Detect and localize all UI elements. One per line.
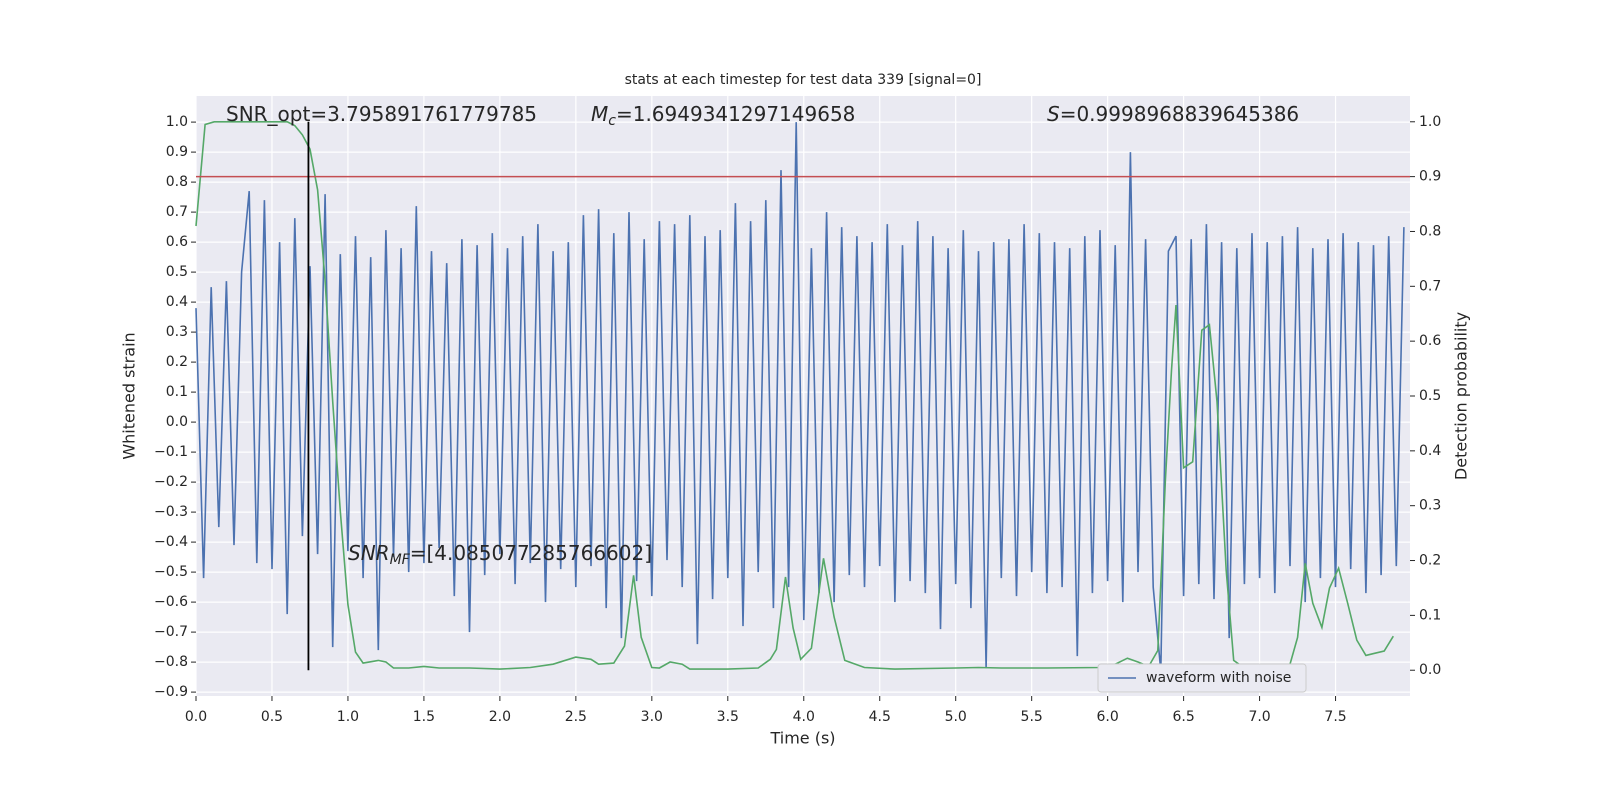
y2-tick-label: 0.5: [1419, 388, 1441, 404]
y-tick-label: −0.9: [154, 684, 188, 700]
y-tick-label: 0.1: [166, 384, 188, 400]
y2-tick-label: 0.7: [1419, 278, 1441, 294]
y-tick-label: 0.4: [166, 294, 188, 310]
y-tick-label: −0.3: [154, 504, 188, 520]
labels: 0.0 0.5 1.0 1.5 2.0 2.5 3.0 3.5 4.0 4.5 5.0 5.5 6.0 6…: [154, 114, 1441, 725]
y-tick-label: 0.2: [166, 354, 188, 370]
x-tick-label: 7.0: [1248, 709, 1270, 725]
x-tick-label: 0.5: [261, 709, 283, 725]
y2-tick-label: 1.0: [1419, 114, 1441, 130]
x-tick-label: 5.0: [945, 709, 967, 725]
y-tick-label: 0.8: [166, 174, 188, 190]
y-axis-label: Whitened strain: [120, 332, 139, 459]
x-tick-label: 2.5: [565, 709, 587, 725]
annotation-text: =[4.085077285766602]: [410, 541, 652, 565]
y2-tick-label: 0.6: [1419, 333, 1441, 349]
y-tick-label: −0.1: [154, 444, 188, 460]
x-tick-label: 5.5: [1021, 709, 1043, 725]
y-tick-label: 1.0: [166, 114, 188, 130]
y-tick-label: −0.4: [154, 534, 188, 550]
y-tick-label: 0.5: [166, 264, 188, 280]
y-tick-label: −0.6: [154, 594, 188, 610]
y2-tick-label: 0.0: [1419, 662, 1441, 678]
y2-tick-label: 0.3: [1419, 498, 1441, 514]
y-tick-label: 0.3: [166, 324, 188, 340]
y-tick-label: −0.5: [154, 564, 188, 580]
legend: waveform with noise: [1097, 663, 1307, 693]
x-tick-label: 6.5: [1172, 709, 1194, 725]
annotation: S=0.9998968839645386: [1047, 102, 1299, 126]
x-tick-label: 1.5: [413, 709, 435, 725]
annotation-symbol: S: [1047, 102, 1060, 126]
x-tick-label: 6.0: [1097, 709, 1119, 725]
x-tick-label: 4.5: [869, 709, 891, 725]
x-axis-label: Time (s): [769, 729, 835, 748]
y-tick-label: −0.2: [154, 474, 188, 490]
annotation-text: =1.6949341297149658: [616, 102, 855, 126]
y-tick-label: 0.9: [166, 144, 188, 160]
x-tick-label: 3.5: [717, 709, 739, 725]
annotation-sub: c: [608, 113, 616, 129]
annotation-symbol: M: [591, 102, 608, 126]
y-tick-label: 0.7: [166, 204, 188, 220]
x-tick-label: 1.0: [337, 709, 359, 725]
y2-tick-label: 0.1: [1419, 607, 1441, 623]
x-tick-label: 2.0: [489, 709, 511, 725]
series-line: [195, 122, 1405, 672]
chart-title: stats at each timestep for test data 339…: [625, 72, 982, 88]
y-tick-label: −0.7: [154, 624, 188, 640]
x-tick-label: 3.0: [641, 709, 663, 725]
annotation-text: =0.9998968839645386: [1060, 102, 1299, 126]
x-tick-label: 0.0: [185, 709, 207, 725]
y2-axis-label: Detection probability: [1452, 312, 1471, 480]
annotation-symbol: SNR: [348, 541, 390, 565]
x-tick-label: 7.5: [1324, 709, 1346, 725]
y-tick-label: 0.0: [166, 414, 188, 430]
legend-label: waveform with noise: [1146, 670, 1291, 686]
y2-tick-label: 0.4: [1419, 443, 1441, 459]
annotation: Mc=1.6949341297149658: [591, 102, 855, 129]
annotation: SNR_opt=3.795891761779785: [226, 102, 537, 126]
y-tick-label: −0.8: [154, 654, 188, 670]
x-tick-label: 4.0: [793, 709, 815, 725]
annotation: SNRMF=[4.085077285766602]: [348, 541, 652, 568]
legend-box: [1097, 663, 1307, 693]
y-tick-label: 0.6: [166, 234, 188, 250]
y2-tick-label: 0.9: [1419, 169, 1441, 185]
y2-tick-label: 0.8: [1419, 223, 1441, 239]
annotation-sub: MF: [390, 552, 411, 568]
y2-tick-label: 0.2: [1419, 553, 1441, 569]
